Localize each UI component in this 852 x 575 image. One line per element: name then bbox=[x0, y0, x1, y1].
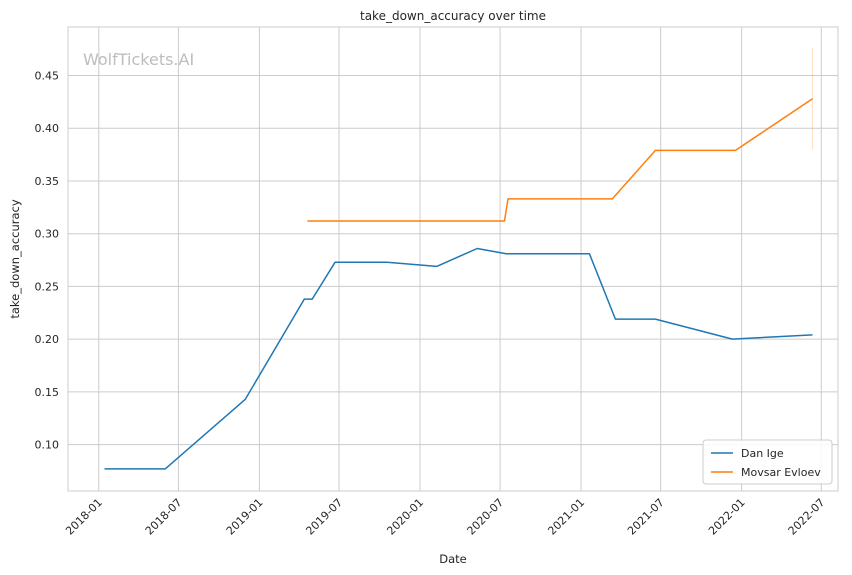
series-line-0 bbox=[104, 247, 813, 470]
plot-area bbox=[67, 26, 839, 492]
vertical-gridlines bbox=[98, 27, 822, 491]
y-tick-label: 0.30 bbox=[35, 228, 60, 241]
series-layer bbox=[104, 48, 813, 470]
x-tick-label: 2021-07 bbox=[625, 496, 667, 538]
x-tick-label: 2021-01 bbox=[545, 496, 587, 538]
x-axis-label: Date bbox=[439, 552, 467, 566]
x-tick-label: 2022-07 bbox=[786, 496, 828, 538]
horizontal-gridlines bbox=[68, 75, 838, 446]
y-tick-label: 0.20 bbox=[35, 333, 60, 346]
chart-title: take_down_accuracy over time bbox=[360, 9, 546, 23]
y-tick-label: 0.10 bbox=[35, 439, 60, 452]
y-tick-label: 0.35 bbox=[35, 175, 60, 188]
legend-entry: Movsar Evloev bbox=[741, 466, 821, 479]
legend: Dan Ige Movsar Evloev bbox=[702, 439, 833, 485]
y-tick-label: 0.15 bbox=[35, 386, 60, 399]
y-axis-ticks: 0.10 0.15 0.20 0.25 0.30 0.35 0.40 0.45 bbox=[35, 70, 60, 452]
x-tick-label: 2018-01 bbox=[63, 496, 105, 538]
y-tick-label: 0.40 bbox=[35, 122, 60, 135]
y-tick-label: 0.45 bbox=[35, 70, 60, 83]
x-axis-ticks: 2018-01 2018-07 2019-01 2019-07 2020-01 2020-… bbox=[63, 496, 827, 538]
x-tick-label: 2020-01 bbox=[384, 496, 426, 538]
x-tick-label: 2019-01 bbox=[224, 496, 266, 538]
legend-box bbox=[702, 439, 833, 485]
y-axis-label: take_down_accuracy bbox=[8, 199, 22, 318]
watermark: WolfTickets.AI bbox=[83, 50, 194, 69]
x-tick-label: 2018-07 bbox=[143, 496, 185, 538]
x-tick-label: 2019-07 bbox=[303, 496, 345, 538]
x-tick-label: 2020-07 bbox=[465, 496, 507, 538]
x-tick-label: 2022-01 bbox=[706, 496, 748, 538]
series-line-1 bbox=[307, 98, 813, 222]
legend-entry: Dan Ige bbox=[741, 447, 784, 460]
y-tick-label: 0.25 bbox=[35, 280, 60, 293]
